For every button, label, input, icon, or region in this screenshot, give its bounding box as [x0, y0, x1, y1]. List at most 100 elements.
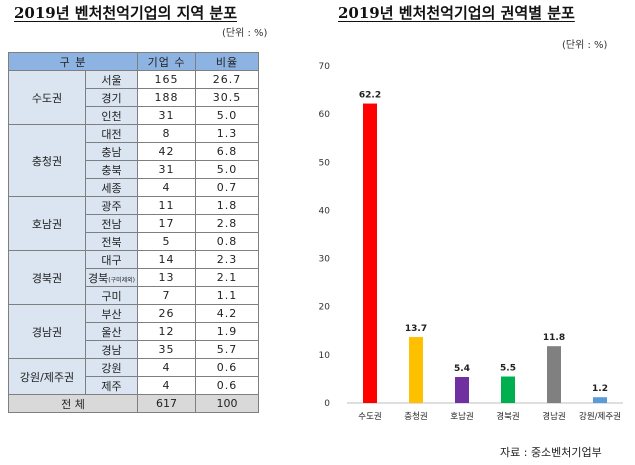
table-row: 충북 31 5.0 [9, 160, 260, 179]
table-row: 전남 17 2.8 [9, 214, 260, 233]
company-count-cell: 4 [137, 178, 197, 197]
y-tick-label: 30 [319, 255, 331, 265]
company-count-cell: 5 [137, 232, 197, 251]
region-distribution-table: 구 분 기업 수 비율 수도권 서울 165 26.7 경기 188 30.5 인천 31 5.0 충청권… [7, 52, 260, 413]
region-name-cell: 구미 [84, 286, 139, 305]
company-count-cell: 165 [137, 70, 197, 89]
table-row: 경북(구미제외) 13 2.1 [9, 268, 260, 287]
region-name-cell: 전남 [84, 214, 139, 233]
ratio-cell: 2.8 [195, 214, 260, 233]
x-tick-label: 충청권 [404, 411, 427, 422]
ratio-cell: 5.0 [195, 106, 260, 125]
y-tick-label: 10 [319, 351, 331, 361]
ratio-cell: 4.2 [195, 304, 260, 323]
y-tick-label: 60 [319, 110, 331, 120]
left-unit-label: (단위 : %) [222, 28, 268, 39]
table-row: 경기 188 30.5 [9, 88, 260, 107]
company-count-cell: 4 [137, 376, 197, 395]
table-header-row: 구 분 기업 수 비율 [7, 52, 260, 71]
region-name-cell: 제주 [84, 376, 139, 395]
region-name-cell: 대구 [84, 250, 139, 269]
region-name-cell: 부산 [84, 304, 139, 323]
data-label: 62.2 [359, 91, 381, 101]
company-count-cell: 31 [137, 160, 197, 179]
ratio-cell: 0.7 [195, 178, 260, 197]
region-note: (구미제외) [108, 276, 136, 284]
x-tick-label: 경남권 [542, 411, 565, 422]
ratio-cell: 2.1 [195, 268, 260, 287]
data-label: 5.4 [454, 364, 470, 374]
company-count-cell: 8 [137, 124, 197, 143]
header-count: 기업 수 [137, 52, 197, 71]
table-row: 울산 12 1.9 [9, 322, 260, 341]
table-row: 제주 4 0.6 [9, 376, 260, 395]
table-row: 경북권 대구 14 2.3 [8, 250, 260, 305]
x-tick-label: 호남권 [450, 411, 473, 422]
region-name-cell: 전북 [84, 232, 139, 251]
region-group-cell: 경남권 [8, 304, 86, 359]
total-label: 전 체 [7, 394, 139, 413]
y-tick-label: 20 [319, 303, 331, 313]
table-row: 구미 7 1.1 [9, 286, 260, 305]
company-count-cell: 12 [137, 322, 197, 341]
right-unit-label: (단위 : %) [562, 40, 608, 51]
company-count-cell: 17 [137, 214, 197, 233]
bar [501, 376, 515, 403]
x-tick-label: 강원/제주권 [579, 411, 621, 422]
ratio-cell: 5.0 [195, 160, 260, 179]
total-count: 617 [137, 394, 197, 413]
ratio-cell: 1.1 [195, 286, 260, 305]
company-count-cell: 7 [137, 286, 197, 305]
table-row: 전북 5 0.8 [9, 232, 260, 251]
company-count-cell: 11 [137, 196, 197, 215]
table-row: 호남권 광주 11 1.8 [8, 196, 260, 251]
table-row: 인천 31 5.0 [9, 106, 260, 125]
left-title: 2019년 벤처천억기업의 지역 분포 [14, 4, 238, 22]
table-row: 경남 35 5.7 [9, 340, 260, 359]
data-label: 1.2 [592, 384, 608, 394]
region-group-cell: 수도권 [8, 70, 86, 125]
ratio-cell: 26.7 [195, 70, 260, 89]
source-note: 자료 : 중소벤처기업부 [500, 446, 602, 459]
region-group-cell: 충청권 [8, 124, 86, 197]
header-ratio: 비율 [195, 52, 260, 71]
table-row: 수도권 서울 165 26.7 [8, 70, 260, 125]
company-count-cell: 42 [137, 142, 197, 161]
region-name-cell: 경남 [84, 340, 139, 359]
table-row: 경남권 부산 26 4.2 [8, 304, 260, 359]
company-count-cell: 26 [137, 304, 197, 323]
data-label: 11.8 [543, 333, 565, 343]
region-name-cell: 인천 [84, 106, 139, 125]
region-name-cell: 세종 [84, 178, 139, 197]
ratio-cell: 1.8 [195, 196, 260, 215]
company-count-cell: 14 [137, 250, 197, 269]
region-group-cell: 호남권 [8, 196, 86, 251]
x-tick-label: 수도권 [358, 411, 381, 422]
y-tick-label: 50 [319, 158, 331, 168]
region-name-cell: 광주 [84, 196, 139, 215]
right-title: 2019년 벤처천억기업의 권역별 분포 [338, 4, 575, 22]
region-name-cell: 경북(구미제외) [84, 268, 139, 287]
ratio-cell: 1.3 [195, 124, 260, 143]
header-division: 구 분 [7, 52, 139, 71]
region-group-cell: 강원/제주권 [8, 358, 86, 395]
region-group-cell: 경북권 [8, 250, 86, 305]
bar [363, 103, 377, 404]
y-tick-label: 40 [319, 206, 331, 216]
ratio-cell: 1.9 [195, 322, 260, 341]
region-name-cell: 울산 [84, 322, 139, 341]
ratio-cell: 6.8 [195, 142, 260, 161]
region-name-cell: 충남 [84, 142, 139, 161]
company-count-cell: 4 [137, 358, 197, 377]
region-share-bar-chart: 0 10 20 30 40 50 60 70 62.2 수도권 13.7 충청권 5.4 호남권 5.5 경북… [319, 62, 623, 422]
data-label: 5.5 [500, 364, 516, 374]
region-name-cell: 경기 [84, 88, 139, 107]
x-tick-label: 경북권 [496, 411, 519, 422]
ratio-cell: 0.6 [195, 376, 260, 395]
data-label: 13.7 [405, 324, 427, 334]
region-name-cell: 대전 [84, 124, 139, 143]
region-name-cell: 서울 [84, 70, 139, 89]
company-count-cell: 188 [137, 88, 197, 107]
bar [409, 337, 423, 403]
table-row: 충청권 대전 8 1.3 [8, 124, 260, 197]
